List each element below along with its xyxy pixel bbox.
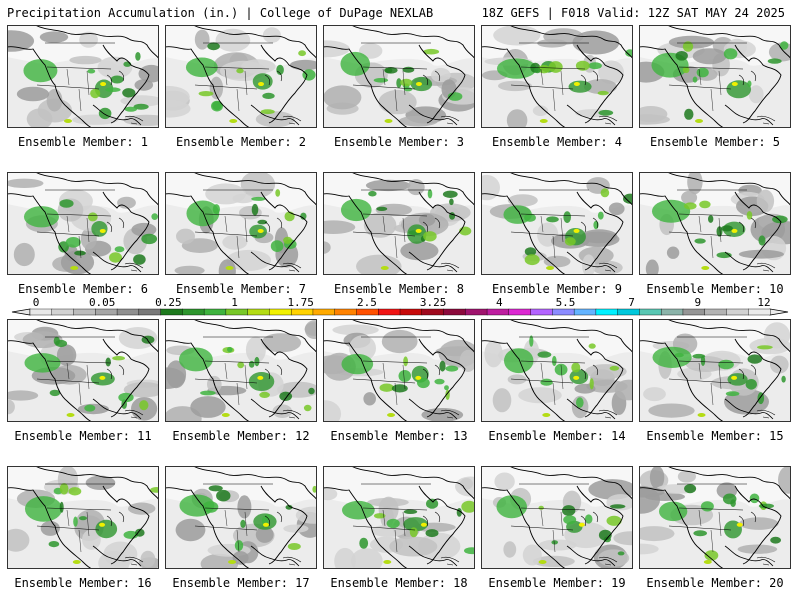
colorbar-swatch <box>660 308 684 316</box>
ensemble-map-panel <box>7 172 159 275</box>
colorbar-swatch <box>530 308 553 316</box>
ensemble-member-label: Ensemble Member: 16 <box>14 576 152 590</box>
colorbar-tick-label: 0.05 <box>89 296 116 309</box>
ensemble-member-label: Ensemble Member: 14 <box>488 429 626 443</box>
ensemble-map-panel <box>639 466 791 569</box>
colorbar-swatch <box>312 308 336 316</box>
colorbar-swatch <box>269 308 292 316</box>
title-right: 18Z GEFS | F018 Valid: 12Z SAT MAY 24 20… <box>481 6 785 20</box>
ensemble-map-panel <box>481 172 633 275</box>
ensemble-map-panel <box>323 466 475 569</box>
ensemble-map-panel <box>7 319 159 422</box>
colorbar-tick-label: 2.5 <box>357 296 377 309</box>
colorbar-swatch <box>203 308 227 316</box>
colorbar-tick-label: 12 <box>757 296 770 309</box>
colorbar-swatch <box>617 308 640 316</box>
colorbar-swatch <box>726 308 749 316</box>
colorbar-swatch <box>465 308 488 316</box>
colorbar-swatch <box>399 308 423 316</box>
ensemble-member-label: Ensemble Member: 11 <box>14 429 152 443</box>
ensemble-map-panel <box>165 466 317 569</box>
ensemble-map-panel <box>323 172 475 275</box>
ensemble-member-label: Ensemble Member: 19 <box>488 576 626 590</box>
colorbar-tick-label: 4 <box>496 296 503 309</box>
ensemble-map-panel <box>323 25 475 128</box>
colorbar-swatch <box>334 308 357 316</box>
ensemble-member-label: Ensemble Member: 3 <box>333 135 465 149</box>
colorbar-swatch <box>682 308 706 316</box>
colorbar-right-arrow <box>769 308 789 316</box>
ensemble-member-label: Ensemble Member: 1 <box>17 135 149 149</box>
ensemble-map-panel <box>639 25 791 128</box>
ensemble-map-panel <box>323 319 475 422</box>
colorbar-tick-label: 7 <box>628 296 635 309</box>
colorbar-swatch <box>138 308 162 316</box>
ensemble-member-label: Ensemble Member: 12 <box>172 429 310 443</box>
ensemble-member-label: Ensemble Member: 9 <box>491 282 623 296</box>
ensemble-map-panel <box>481 466 633 569</box>
colorbar-left-arrow <box>11 308 31 316</box>
ensemble-map-panel <box>7 25 159 128</box>
ensemble-map-panel <box>481 25 633 128</box>
colorbar-swatch <box>378 308 401 316</box>
colorbar-swatch <box>486 308 510 316</box>
precip-colorbar: 0 0.05 0.25 1 1.75 2.5 3.25 4 5.5 7 9 12 <box>11 296 789 316</box>
colorbar-swatch <box>73 308 96 316</box>
colorbar-tick-label: 0.25 <box>155 296 182 309</box>
colorbar-swatch <box>421 308 445 316</box>
colorbar-swatch <box>182 308 205 316</box>
colorbar-swatch <box>225 308 249 316</box>
ensemble-member-label: Ensemble Member: 17 <box>172 576 310 590</box>
ensemble-map-panel <box>481 319 633 422</box>
ensemble-member-label: Ensemble Member: 4 <box>491 135 623 149</box>
colorbar-swatch <box>443 308 466 316</box>
colorbar-tick-label: 1 <box>231 296 238 309</box>
ensemble-map-panel <box>165 25 317 128</box>
ensemble-member-label: Ensemble Member: 2 <box>175 135 307 149</box>
ensemble-map-panel <box>639 319 791 422</box>
colorbar-swatch <box>639 308 662 316</box>
colorbar-swatch <box>247 308 270 316</box>
ensemble-member-label: Ensemble Member: 8 <box>333 282 465 296</box>
colorbar-tick-label: 1.75 <box>287 296 314 309</box>
ensemble-map-panel <box>639 172 791 275</box>
colorbar-swatch <box>290 308 314 316</box>
ensemble-member-label: Ensemble Member: 20 <box>646 576 784 590</box>
ensemble-member-label: Ensemble Member: 7 <box>175 282 307 296</box>
colorbar-tick-label: 3.25 <box>420 296 447 309</box>
colorbar-swatch <box>160 308 183 316</box>
colorbar-swatch <box>116 308 140 316</box>
ensemble-member-label: Ensemble Member: 5 <box>649 135 781 149</box>
colorbar-swatch <box>573 308 597 316</box>
ensemble-member-label: Ensemble Member: 18 <box>330 576 468 590</box>
colorbar-tick-label: 0 <box>33 296 40 309</box>
ensemble-map-panel <box>7 466 159 569</box>
colorbar-swatch <box>95 308 118 316</box>
colorbar-swatch <box>29 308 53 316</box>
ensemble-map-panel <box>165 172 317 275</box>
colorbar-swatch <box>552 308 575 316</box>
colorbar-tick-label: 9 <box>694 296 701 309</box>
ensemble-member-label: Ensemble Member: 15 <box>646 429 784 443</box>
title-left: Precipitation Accumulation (in.) | Colle… <box>7 6 434 20</box>
colorbar-swatch <box>748 308 771 316</box>
ensemble-member-label: Ensemble Member: 13 <box>330 429 468 443</box>
colorbar-swatch <box>51 308 75 316</box>
ensemble-map-panel <box>165 319 317 422</box>
ensemble-member-label: Ensemble Member: 10 <box>646 282 784 296</box>
colorbar-swatch <box>356 308 379 316</box>
colorbar-swatch <box>704 308 727 316</box>
colorbar-swatch <box>595 308 619 316</box>
colorbar-tick-label: 5.5 <box>556 296 576 309</box>
colorbar-swatch <box>508 308 532 316</box>
ensemble-member-label: Ensemble Member: 6 <box>17 282 149 296</box>
